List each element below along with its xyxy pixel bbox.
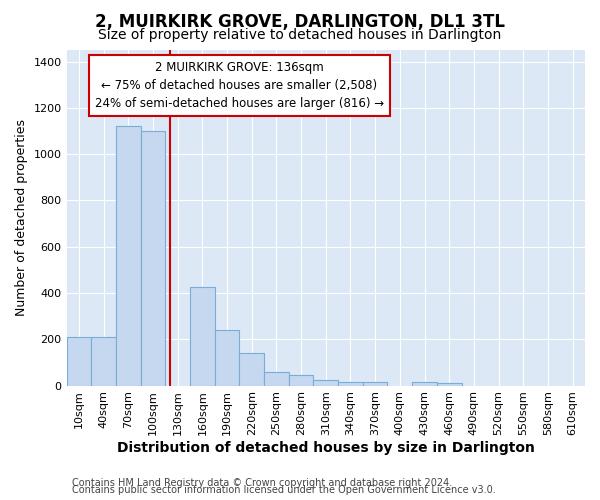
- Bar: [289, 375, 313, 386]
- Bar: [412, 382, 437, 386]
- Bar: [215, 330, 239, 386]
- Y-axis label: Number of detached properties: Number of detached properties: [15, 120, 28, 316]
- Bar: [91, 337, 116, 386]
- X-axis label: Distribution of detached houses by size in Darlington: Distribution of detached houses by size …: [117, 441, 535, 455]
- Text: Size of property relative to detached houses in Darlington: Size of property relative to detached ho…: [98, 28, 502, 42]
- Bar: [313, 380, 338, 386]
- Bar: [239, 353, 264, 386]
- Text: Contains public sector information licensed under the Open Government Licence v3: Contains public sector information licen…: [72, 485, 496, 495]
- Bar: [67, 337, 91, 386]
- Bar: [437, 384, 461, 386]
- Bar: [140, 131, 165, 386]
- Text: 2 MUIRKIRK GROVE: 136sqm
← 75% of detached houses are smaller (2,508)
24% of sem: 2 MUIRKIRK GROVE: 136sqm ← 75% of detach…: [95, 62, 384, 110]
- Bar: [363, 382, 388, 386]
- Bar: [264, 372, 289, 386]
- Bar: [338, 382, 363, 386]
- Bar: [190, 287, 215, 386]
- Bar: [116, 126, 140, 386]
- Text: Contains HM Land Registry data © Crown copyright and database right 2024.: Contains HM Land Registry data © Crown c…: [72, 478, 452, 488]
- Text: 2, MUIRKIRK GROVE, DARLINGTON, DL1 3TL: 2, MUIRKIRK GROVE, DARLINGTON, DL1 3TL: [95, 12, 505, 30]
